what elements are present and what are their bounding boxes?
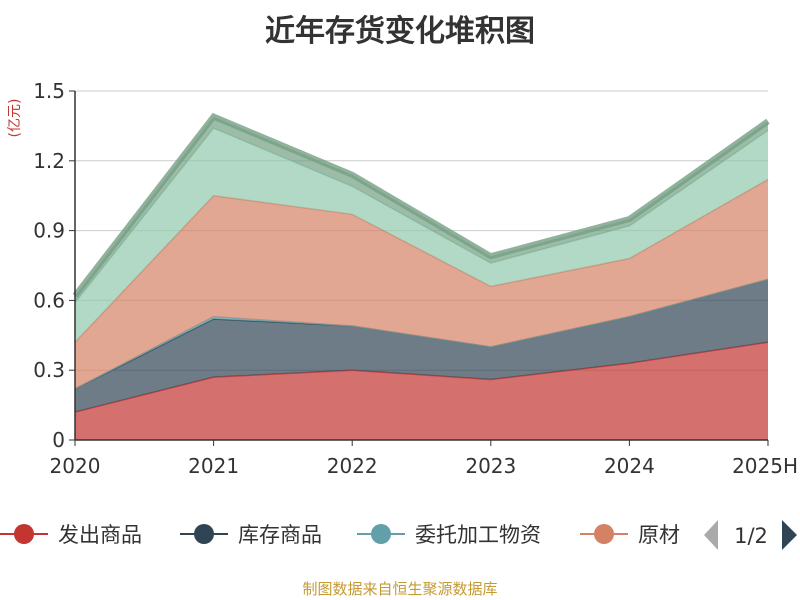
series-line-0	[74, 341, 769, 413]
area-series-0	[75, 342, 768, 440]
y-tick-label: 0.3	[33, 358, 65, 382]
legend-swatch-dot	[14, 524, 34, 544]
x-tick-label: 2024	[604, 454, 655, 478]
area-series-1	[75, 279, 768, 413]
y-tick-label: 0.6	[33, 288, 65, 312]
legend-label: 库存商品	[238, 523, 322, 547]
axes: 0 0.3 0.6 0.9 1.2 1.5 2020 2021 2022 2023 2024 2025…	[33, 79, 798, 478]
x-tick-label: 2022	[327, 454, 378, 478]
area-series-3	[75, 179, 768, 389]
y-axis-label: (亿元)	[7, 99, 23, 138]
x-tick-label: 2020	[50, 454, 101, 478]
area-series	[72, 112, 770, 440]
y-tick-label: 1.5	[33, 79, 65, 103]
legend-page-indicator: 1/2	[734, 524, 768, 548]
data-source-note: 制图数据来自恒生聚源数据库	[302, 580, 498, 598]
x-tick-label: 2025H	[732, 454, 798, 478]
x-tick-label: 2021	[188, 454, 239, 478]
y-tick-label: 1.2	[33, 149, 65, 173]
legend-swatch-dot	[194, 524, 214, 544]
legend-label: 原材	[638, 523, 680, 547]
chart-title: 近年存货变化堆积图	[265, 14, 535, 49]
series-line-5	[72, 112, 770, 298]
y-tick-label: 0	[52, 428, 65, 452]
y-tick-label: 0.9	[33, 219, 65, 243]
legend-clip	[682, 510, 702, 560]
legend-item[interactable]: 原材	[580, 523, 680, 547]
x-tick-label: 2023	[465, 454, 516, 478]
legend-swatch-dot	[371, 524, 391, 544]
legend-label: 委托加工物资	[415, 523, 541, 547]
legend-item[interactable]: 发出商品	[0, 523, 142, 547]
legend[interactable]: 发出商品 库存商品 委托加工物资 原材 1/2	[0, 510, 797, 560]
legend-next-icon[interactable]	[782, 520, 797, 550]
legend-item[interactable]: 库存商品	[180, 523, 322, 547]
legend-swatch-dot	[594, 524, 614, 544]
legend-label: 发出商品	[58, 523, 142, 547]
legend-prev-icon[interactable]	[704, 520, 718, 550]
legend-item[interactable]: 委托加工物资	[357, 523, 541, 547]
area-series-4	[75, 128, 768, 343]
